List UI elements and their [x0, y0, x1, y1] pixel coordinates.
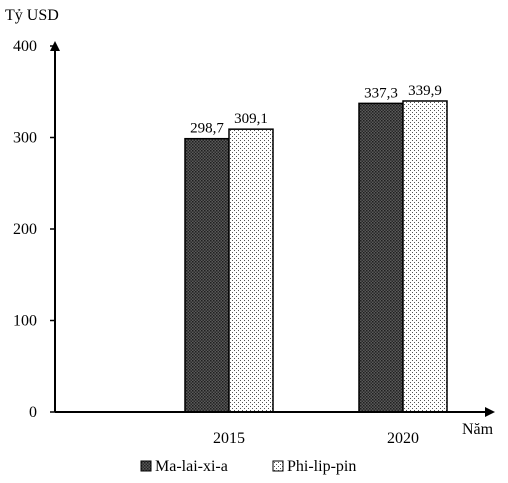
data-label: 337,3	[364, 85, 398, 101]
bars: 298,7 309,1 337,3 339,9	[184, 83, 448, 413]
x-axis-title: Năm	[462, 421, 494, 438]
y-tick-label: 300	[13, 130, 37, 147]
y-tick-label: 200	[13, 221, 37, 238]
legend-label-phi-lip-pin: Phi-lip-pin	[287, 458, 356, 475]
y-ticks: 0 100 200 300 400	[13, 38, 55, 421]
y-tick-label: 0	[29, 404, 37, 421]
data-label: 298,7	[190, 121, 224, 137]
data-label: 309,1	[234, 111, 268, 127]
bar	[228, 128, 274, 413]
x-tick-label: 2020	[387, 430, 419, 447]
x-tick-label: 2015	[213, 430, 245, 447]
data-label: 339,9	[408, 83, 442, 99]
y-axis-title: Tỷ USD	[5, 7, 59, 24]
y-tick-label: 400	[13, 38, 37, 55]
y-tick-label: 100	[13, 313, 37, 330]
bar	[184, 137, 230, 413]
legend-label-ma-lai-xi-a: Ma-lai-xi-a	[155, 458, 228, 475]
bar	[402, 100, 448, 413]
bar	[358, 102, 404, 413]
legend-swatch-phi-lip-pin	[272, 460, 284, 472]
legend-swatch-ma-lai-xi-a	[140, 460, 152, 472]
x-tick-labels: 2015 2020	[213, 430, 419, 447]
legend: Ma-lai-xi-a Phi-lip-pin	[140, 458, 356, 475]
